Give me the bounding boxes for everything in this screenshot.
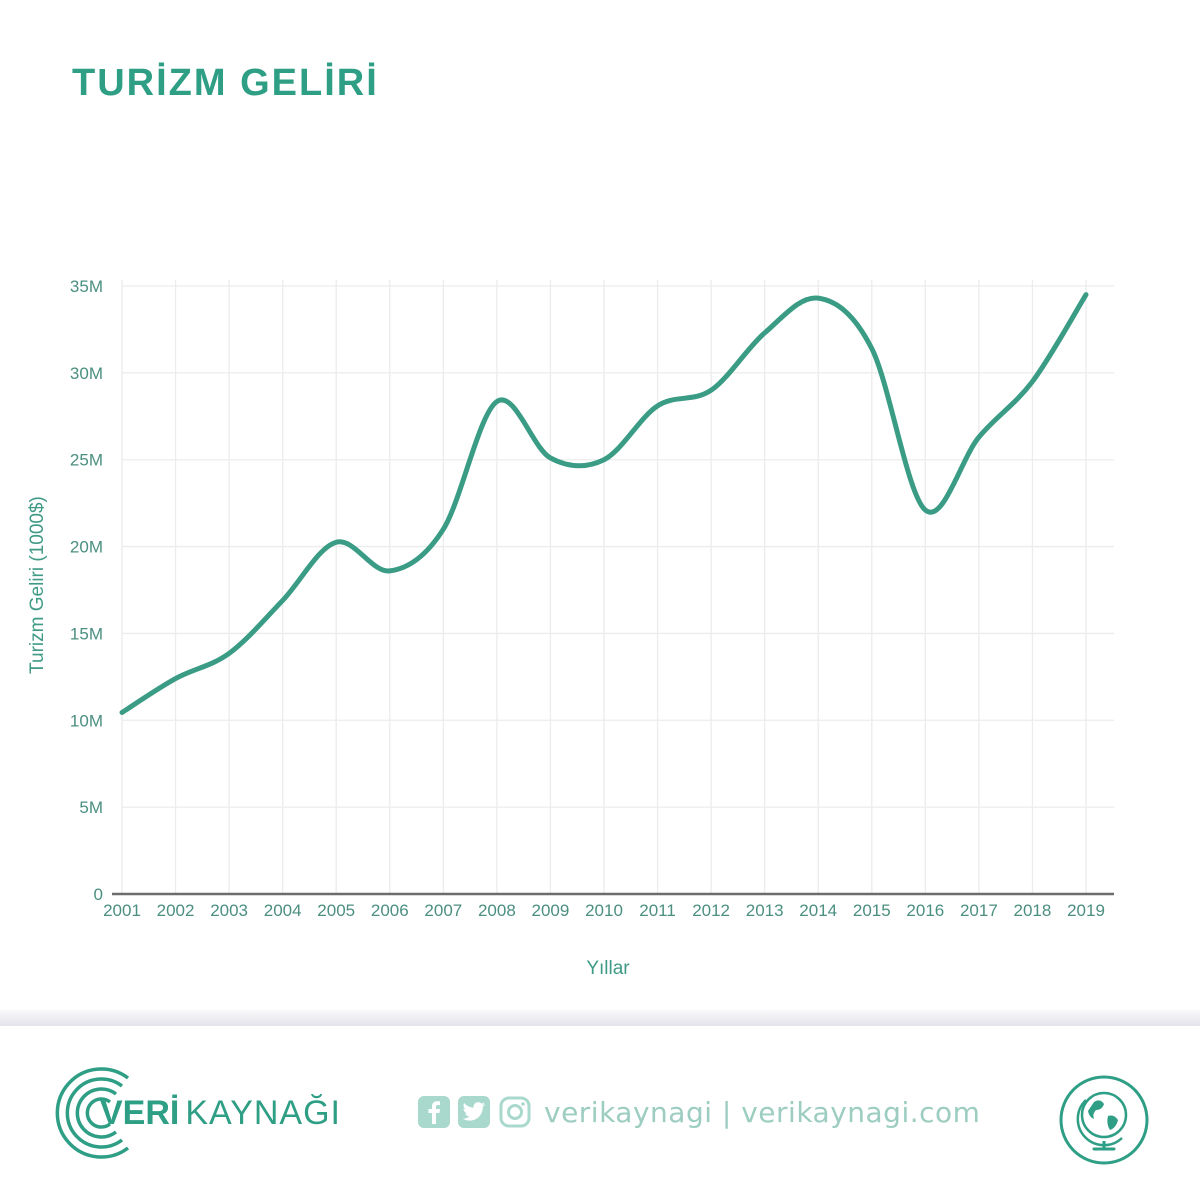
twitter-icon[interactable] [458,1096,490,1128]
x-tick-label: 2016 [906,901,944,920]
globe-icon [1059,1075,1149,1165]
y-axis-title: Turizm Geliri (1000$) [27,496,48,674]
social-links: verikaynagi | verikaynagi.com [418,1094,980,1130]
y-tick-label: 20M [70,538,103,557]
page-title: TURİZM GELİRİ [72,62,379,104]
y-tick-label: 30M [70,364,103,383]
y-tick-label: 10M [70,711,103,730]
y-tick-label: 35M [70,277,103,296]
y-tick-label: 5M [79,798,103,817]
series-line [119,292,1089,715]
y-tick-label: 25M [70,451,103,470]
social-handle-and-website[interactable]: verikaynagi | verikaynagi.com [544,1095,981,1129]
signal-arcs-icon [55,1067,130,1159]
x-axis-title: Yıllar [586,958,630,979]
x-tick-label: 2018 [1014,901,1052,920]
x-tick-label: 2008 [478,901,516,920]
y-tick-label: 15M [70,624,103,643]
x-tick-label: 2015 [853,901,891,920]
y-tick-label: 0 [94,885,103,904]
footer: VERİ KAYNAĞI verikaynagi | verikaynagi.co… [0,1026,1200,1200]
x-tick-label: 2019 [1067,901,1105,920]
x-tick-label: 2009 [532,901,570,920]
brand-logo[interactable]: VERİ KAYNAĞI [48,1056,348,1166]
x-tick-label: 2006 [371,901,409,920]
footer-divider [0,1010,1200,1026]
x-tick-label: 2012 [692,901,730,920]
x-tick-label: 2007 [424,901,462,920]
x-tick-label: 2004 [264,901,302,920]
x-tick-label: 2014 [799,901,837,920]
instagram-icon[interactable] [498,1095,532,1129]
x-tick-label: 2001 [103,901,141,920]
line-chart: 0 5M 10M 15M 20M 25M 30M 35M 2001 2002 2003 2004 200… [27,277,1114,979]
x-tick-label: 2013 [746,901,784,920]
x-tick-label: 2002 [157,901,195,920]
brand-name-bold: VERİ [100,1094,180,1132]
x-tick-label: 2011 [639,901,676,920]
tick-labels: 0 5M 10M 15M 20M 25M 30M 35M 2001 2002 2003 2004 200… [70,277,1105,920]
x-tick-label: 2010 [585,901,623,920]
x-tick-label: 2017 [960,901,998,920]
grid [121,280,1114,894]
facebook-icon[interactable] [418,1096,450,1128]
brand-name: VERİ KAYNAĞI [100,1094,341,1133]
brand-name-light: KAYNAĞI [185,1094,341,1132]
x-tick-label: 2003 [210,901,248,920]
x-tick-label: 2005 [317,901,355,920]
